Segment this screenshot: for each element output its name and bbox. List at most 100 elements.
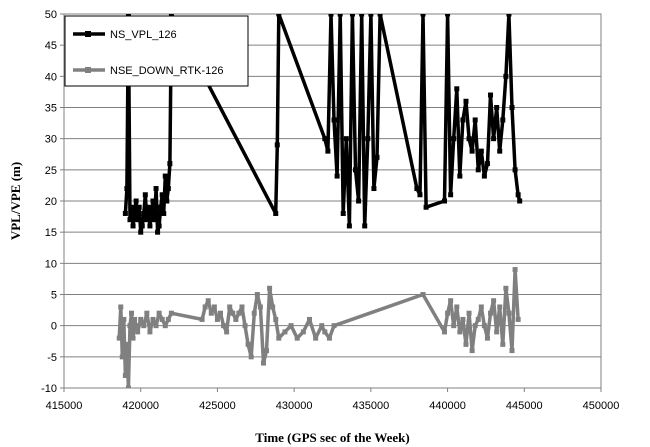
data-point (506, 14, 512, 17)
data-point (445, 310, 451, 316)
data-point (481, 173, 487, 179)
data-point (500, 341, 506, 347)
data-point (248, 354, 254, 360)
data-point (274, 142, 280, 148)
y-tick-label: -5 (47, 352, 57, 364)
data-point (484, 335, 490, 341)
data-point (423, 204, 429, 210)
data-point (164, 198, 170, 204)
data-point (127, 217, 133, 223)
data-point (457, 329, 463, 335)
data-point (448, 192, 454, 198)
data-point (125, 385, 131, 388)
data-point (273, 316, 279, 322)
data-point (319, 323, 325, 329)
data-point (484, 161, 490, 167)
data-point (168, 14, 174, 17)
data-point (463, 98, 469, 104)
y-tick-label: 50 (45, 9, 57, 21)
data-point (148, 210, 154, 216)
y-tick-label: 30 (45, 134, 57, 146)
data-point (205, 298, 211, 304)
data-point (414, 186, 420, 192)
data-point (155, 229, 161, 235)
data-point (509, 105, 515, 110)
data-point (121, 316, 127, 322)
data-point (481, 323, 487, 329)
data-point (503, 285, 509, 291)
data-point (359, 14, 365, 17)
data-point (158, 204, 164, 210)
data-point (139, 223, 145, 229)
data-point (199, 316, 205, 322)
data-point (124, 186, 130, 192)
data-point (202, 304, 208, 310)
data-point (460, 316, 466, 322)
data-point (162, 173, 168, 179)
data-point (141, 210, 147, 216)
data-point (251, 310, 257, 316)
data-point (454, 304, 460, 310)
data-point (165, 316, 171, 322)
data-point (322, 136, 328, 142)
data-point (118, 304, 124, 310)
legend-entry: NSE_DOWN_RTK-126 (73, 65, 224, 77)
data-point (214, 316, 220, 322)
data-point (162, 323, 168, 329)
data-point (472, 117, 478, 123)
data-point (145, 204, 151, 210)
x-tick-label: 445000 (506, 400, 543, 412)
data-point (460, 117, 466, 123)
data-point (306, 316, 312, 322)
data-point (153, 186, 159, 192)
data-point (276, 14, 282, 17)
data-point (420, 14, 426, 17)
data-point (217, 310, 223, 316)
data-point (124, 341, 130, 347)
series-1 (116, 267, 521, 388)
data-point (273, 210, 279, 216)
data-point (125, 14, 131, 17)
data-point (356, 198, 362, 204)
data-point (337, 14, 343, 17)
data-point (331, 117, 337, 123)
data-point (156, 310, 162, 316)
x-axis-title: Time (GPS sec of the Week) (255, 430, 409, 445)
y-tick-label: 25 (45, 165, 57, 177)
data-point (264, 348, 270, 354)
data-point (135, 217, 141, 223)
data-point (494, 329, 500, 335)
data-point (129, 204, 135, 210)
data-point (371, 186, 377, 192)
legend-marker (85, 31, 91, 37)
legend-box (64, 15, 249, 87)
legend-label: NSE_DOWN_RTK-126 (110, 65, 224, 77)
data-point (365, 136, 371, 142)
data-point (445, 14, 451, 17)
data-point (472, 323, 478, 329)
y-tick-label: 20 (45, 196, 57, 208)
x-tick-label: 420000 (122, 400, 159, 412)
data-point (133, 198, 139, 204)
data-point (257, 304, 263, 310)
data-point (346, 223, 352, 229)
data-point (233, 316, 239, 322)
data-point (340, 210, 346, 216)
data-point (451, 136, 457, 142)
data-point (239, 304, 245, 310)
data-point (488, 92, 494, 98)
data-point (161, 210, 167, 216)
data-point (368, 14, 374, 17)
y-tick-label: 0 (51, 321, 57, 333)
data-point (442, 329, 448, 335)
y-tick-label: 15 (45, 227, 57, 239)
data-point (132, 316, 138, 322)
data-point (138, 316, 144, 322)
y-tick-label: 40 (45, 71, 57, 83)
data-point (132, 210, 138, 216)
data-point (469, 348, 475, 354)
y-tick-label: 45 (45, 40, 57, 52)
data-point (138, 229, 144, 235)
data-point (442, 198, 448, 204)
data-point (326, 335, 332, 341)
